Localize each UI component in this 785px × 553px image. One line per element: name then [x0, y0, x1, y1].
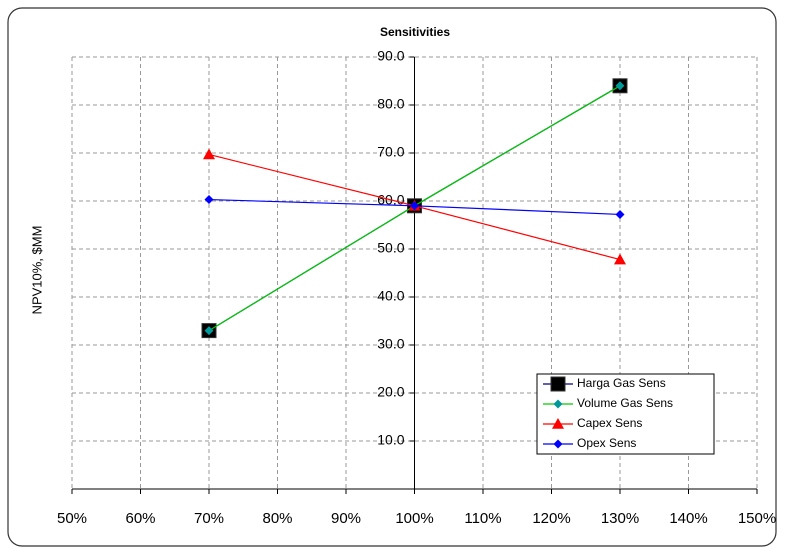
y-tick-label: 70.0	[377, 144, 404, 160]
y-tick-label: 10.0	[377, 432, 404, 448]
y-axis-label: NPV10%, $MM	[29, 226, 44, 315]
x-tick-label: 70%	[194, 510, 224, 527]
legend-label: Volume Gas Sens	[577, 396, 673, 410]
legend-marker	[551, 377, 565, 391]
y-tick-label: 90.0	[377, 48, 404, 64]
y-tick-label: 40.0	[377, 288, 404, 304]
x-tick-label: 120%	[532, 510, 570, 527]
x-tick-label: 110%	[464, 510, 501, 527]
page: Sensitivities NPV10%, $MM 50% 60% 70% 80% 90…	[0, 0, 785, 553]
x-tick-label: 100%	[395, 510, 433, 527]
y-tick-label: 80.0	[377, 96, 404, 112]
x-tick-label: 90%	[331, 510, 361, 527]
x-tick-label: 80%	[262, 510, 292, 527]
legend-label: Harga Gas Sens	[577, 376, 666, 390]
x-tick-label: 140%	[669, 510, 707, 527]
legend-label: Capex Sens	[577, 416, 642, 430]
chart-border	[8, 8, 776, 546]
y-tick-label: 20.0	[377, 384, 404, 400]
chart-title: Sensitivities	[380, 25, 450, 39]
y-tick-label: 50.0	[377, 240, 404, 256]
chart: Sensitivities NPV10%, $MM 50% 60% 70% 80% 90…	[0, 0, 785, 553]
x-tick-label: 130%	[601, 510, 639, 527]
legend-label: Opex Sens	[577, 436, 636, 450]
y-tick-label: 30.0	[377, 336, 404, 352]
x-tick-label: 60%	[125, 510, 155, 527]
x-tick-label: 50%	[57, 510, 87, 527]
x-tick-label: 150%	[738, 510, 776, 527]
